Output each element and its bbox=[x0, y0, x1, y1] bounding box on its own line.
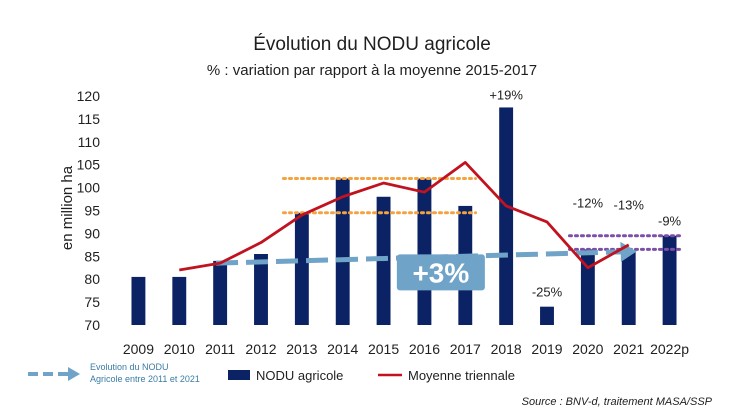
legend-item-line: Moyenne triennale bbox=[378, 368, 515, 383]
legend: Evolution du NODU Agricole entre 2011 et… bbox=[28, 362, 515, 384]
y-axis-ticks: 70 75 80 85 90 95 100 105 110 115 120 bbox=[77, 88, 101, 333]
legend-bar-swatch bbox=[228, 370, 250, 380]
y-tick-label: 120 bbox=[77, 88, 101, 104]
data-annotation: -25% bbox=[532, 285, 563, 300]
y-tick-label: 75 bbox=[84, 294, 100, 310]
x-tick-label: 2016 bbox=[409, 341, 440, 357]
x-tick-label: 2014 bbox=[327, 341, 358, 357]
bar bbox=[254, 254, 268, 325]
bar bbox=[172, 276, 187, 325]
legend-bar-label: NODU agricole bbox=[256, 368, 343, 383]
y-tick-label: 110 bbox=[78, 134, 101, 150]
x-tick-label: 2010 bbox=[164, 341, 195, 357]
y-tick-label: 85 bbox=[84, 248, 100, 264]
trend-arrow-shaft bbox=[215, 249, 627, 266]
x-tick-label: 2017 bbox=[450, 341, 481, 357]
x-tick-label: 2013 bbox=[286, 341, 317, 357]
x-tick-label: 2021 bbox=[613, 341, 644, 357]
chart-title: Évolution du NODU agricole bbox=[253, 34, 491, 55]
chart-subtitle: % : variation par rapport à la moyenne 2… bbox=[207, 62, 537, 79]
bar bbox=[580, 249, 595, 325]
x-tick-label: 2018 bbox=[491, 341, 522, 357]
legend-arrow-label-line1: Evolution du NODU bbox=[90, 362, 169, 372]
x-tick-label: 2020 bbox=[572, 341, 603, 357]
data-annotation: -12% bbox=[573, 195, 604, 210]
legend-item-arrow: Evolution du NODU Agricole entre 2011 et… bbox=[28, 362, 200, 384]
x-tick-label: 2015 bbox=[368, 341, 399, 357]
x-tick-label: 2012 bbox=[245, 341, 276, 357]
x-tick-label: 2009 bbox=[123, 341, 154, 357]
data-annotation: -13% bbox=[614, 198, 645, 213]
line-series bbox=[179, 161, 630, 272]
legend-line-label: Moyenne triennale bbox=[408, 368, 515, 383]
trend-badge-label: +3% bbox=[412, 257, 469, 288]
bar bbox=[540, 306, 554, 325]
x-tick-label: 2022p bbox=[650, 341, 689, 357]
bar bbox=[621, 251, 636, 325]
y-tick-label: 80 bbox=[84, 271, 100, 287]
bar bbox=[131, 276, 146, 325]
bar bbox=[294, 212, 309, 325]
y-tick-label: 115 bbox=[78, 111, 101, 127]
bar bbox=[417, 178, 432, 325]
bar bbox=[213, 260, 228, 325]
data-annotation: +19% bbox=[489, 87, 523, 102]
bar bbox=[662, 235, 677, 325]
moyenne-triennale-line bbox=[179, 161, 630, 272]
x-axis-ticks: 2009 2010 2011 2012 2013 2014 2015 2016 2017 2018… bbox=[123, 341, 689, 357]
legend-arrowhead bbox=[68, 367, 80, 381]
trend-arrow: +3% bbox=[215, 241, 637, 291]
legend-arrow-label-line2: Agricole entre 2011 et 2021 bbox=[90, 374, 200, 384]
bar bbox=[335, 178, 350, 325]
y-axis-label: en million ha bbox=[59, 165, 76, 250]
trend-badge bbox=[396, 254, 485, 291]
y-tick-label: 70 bbox=[84, 317, 100, 333]
data-annotations: +19% -25% -12% -13% -9% bbox=[489, 87, 681, 299]
y-tick-label: 95 bbox=[84, 203, 100, 219]
source-note: Source : BNV-d, traitement MASA/SSP bbox=[522, 396, 713, 408]
data-annotation: -9% bbox=[658, 214, 682, 229]
y-tick-label: 90 bbox=[84, 225, 100, 241]
bar bbox=[499, 107, 514, 325]
x-tick-label: 2019 bbox=[531, 341, 562, 357]
y-tick-label: 105 bbox=[77, 157, 101, 173]
bar-series bbox=[131, 107, 677, 325]
x-tick-label: 2011 bbox=[205, 341, 235, 357]
y-tick-label: 100 bbox=[77, 180, 101, 196]
legend-item-bar: NODU agricole bbox=[228, 368, 343, 383]
